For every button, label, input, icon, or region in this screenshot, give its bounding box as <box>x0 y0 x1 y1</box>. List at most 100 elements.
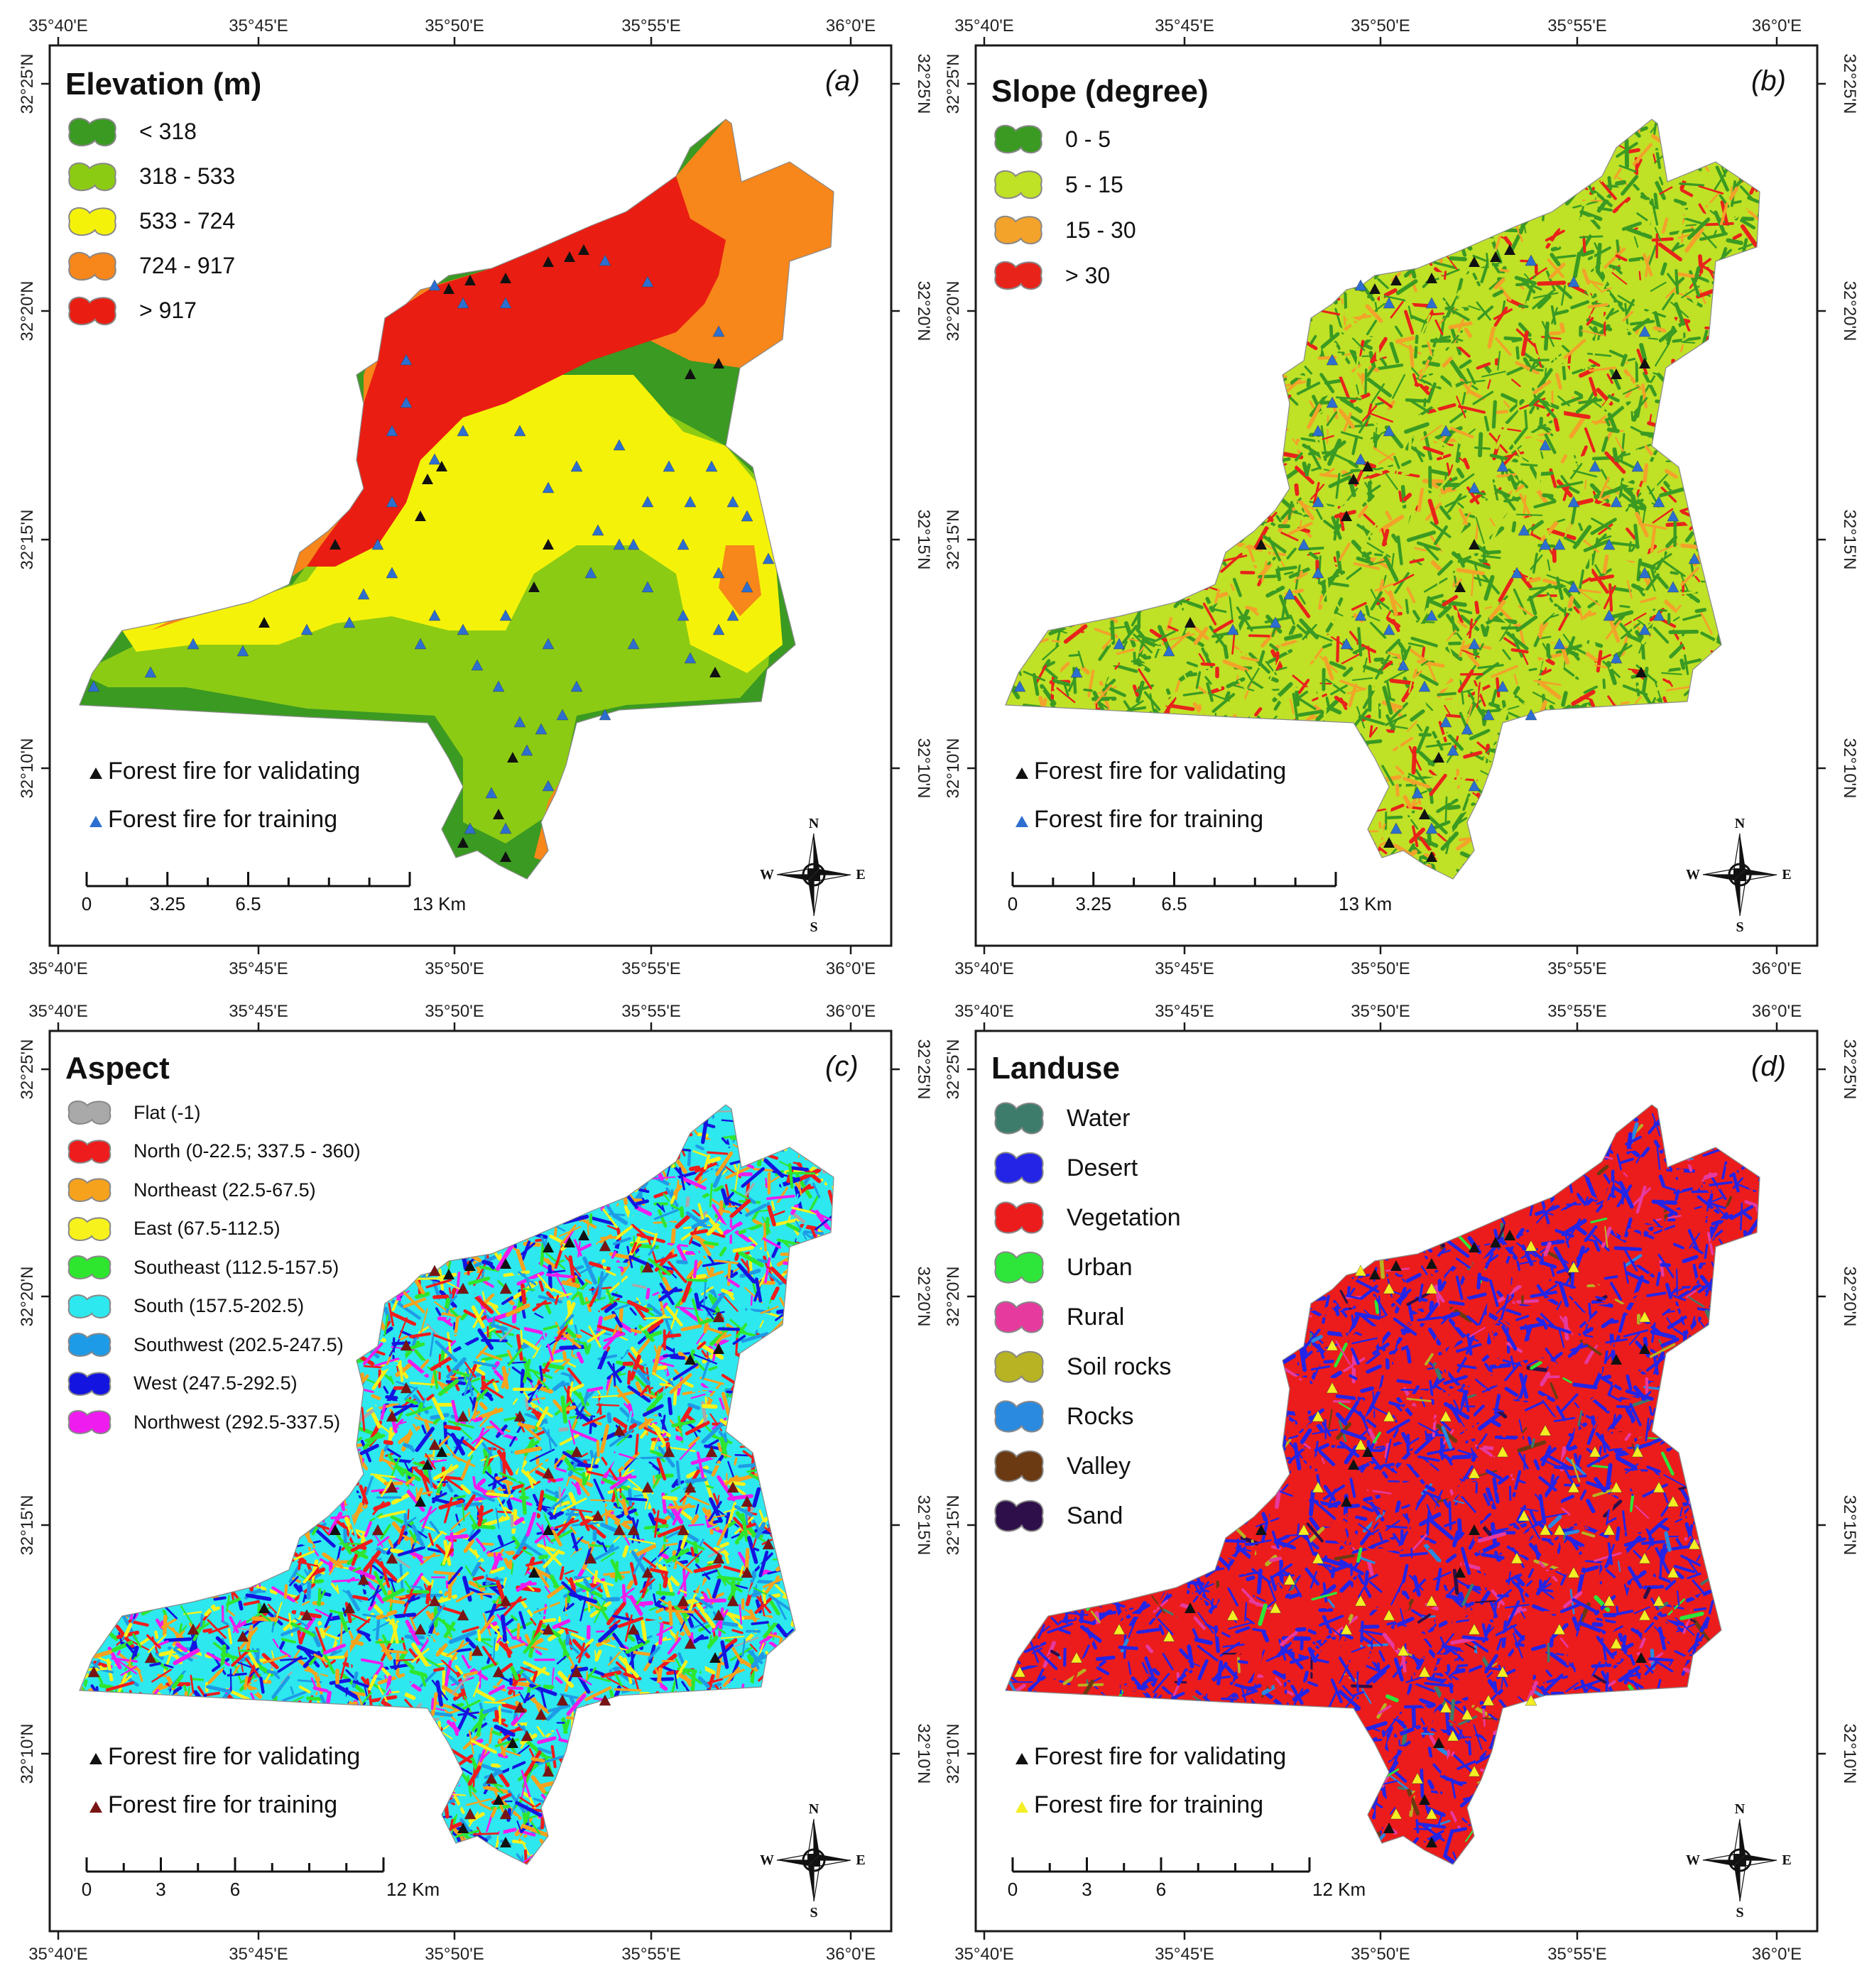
training-fire-point <box>1283 588 1296 600</box>
validating-fire-point <box>1256 539 1267 550</box>
training-fire-point <box>1439 1701 1452 1713</box>
training-fire-point <box>428 1438 441 1451</box>
fire-legend-training: Forest fire for training <box>984 1781 1286 1829</box>
scale-tick-label: 3 <box>1082 1879 1091 1900</box>
lon-label-top: 36°0'E <box>1752 1002 1802 1021</box>
legend-item: 5 - 15 <box>991 162 1209 207</box>
legend-item: Water <box>991 1093 1181 1143</box>
training-fire-point <box>1383 425 1395 437</box>
validating-fire-point <box>543 539 554 550</box>
training-fire-point <box>1589 460 1601 472</box>
validating-fire-point <box>578 244 589 255</box>
validating-fire-point <box>443 283 454 294</box>
training-fire-point <box>1070 1651 1083 1664</box>
training-fire-point <box>1468 638 1481 650</box>
training-fire-point <box>584 567 597 579</box>
training-fire-point <box>599 1694 611 1706</box>
training-fire-point <box>677 538 690 550</box>
training-fire-point <box>1013 680 1026 692</box>
north-arrow-icon: N S E W <box>1686 1801 1792 1921</box>
validating-fire-point <box>685 1354 696 1365</box>
training-fire-point <box>1652 1595 1665 1607</box>
training-fire-point <box>1688 552 1701 564</box>
scale-tick-label: 6.5 <box>235 893 261 914</box>
training-fire-point <box>1638 1552 1651 1564</box>
training-fire-point <box>570 680 583 692</box>
legend-label: Southeast (112.5-157.5) <box>134 1256 339 1278</box>
scale-tick-label: 3 <box>156 1879 165 1900</box>
validating-fire-point <box>330 539 341 550</box>
validating-fire-point <box>457 1823 469 1833</box>
training-fire-point <box>663 460 675 472</box>
compass-label-e: E <box>856 1852 865 1868</box>
training-fire-point <box>684 1481 697 1493</box>
validating-fire-point <box>493 809 504 819</box>
training-fire-point <box>542 1765 555 1777</box>
training-fire-point <box>1482 1694 1495 1706</box>
lon-label-bottom: 36°0'E <box>1752 1945 1802 1964</box>
training-fire-point <box>542 638 555 650</box>
fire-points <box>1013 244 1701 862</box>
training-fire-point <box>1425 609 1438 621</box>
lat-label-right: 32°25'N <box>914 1039 933 1100</box>
training-fire-point <box>1162 1630 1175 1642</box>
validating-fire-point <box>564 1237 575 1247</box>
training-fire-point <box>1439 1410 1452 1422</box>
validating-fire-point <box>1433 752 1444 763</box>
training-fire-point <box>712 1609 725 1621</box>
training-fire-point <box>457 425 469 437</box>
compass-label-e: E <box>856 867 865 883</box>
legend-swatch <box>991 1497 1047 1535</box>
training-fire-point <box>570 1666 583 1678</box>
lon-label-top: 35°50'E <box>1351 16 1410 36</box>
validating-fire-point <box>500 1258 511 1269</box>
fire-points <box>1013 1230 1701 1847</box>
legend-label: 724 - 917 <box>139 253 236 278</box>
fire-legend-validating: Forest fire for validating <box>58 1732 360 1781</box>
training-fire-point <box>1638 1311 1651 1323</box>
lat-label-left: 32°20'N <box>18 281 37 342</box>
training-fire-point <box>1539 1524 1552 1536</box>
validating-fire-point <box>1469 1524 1480 1535</box>
scale-tick-label: 0 <box>1008 1879 1018 1900</box>
training-fire-point <box>1312 1552 1324 1564</box>
training-fire-point <box>1383 1410 1395 1422</box>
legend-title: Landuse <box>991 1051 1120 1086</box>
legend-label: Rocks <box>1067 1402 1134 1430</box>
legend-swatch <box>991 122 1045 156</box>
training-fire-point <box>1312 1410 1324 1422</box>
triangle-icon <box>984 1743 1034 1771</box>
lon-label-top: 35°55'E <box>621 16 681 36</box>
training-fire-point <box>627 1524 640 1536</box>
north-arrow-icon: N S E W <box>760 1801 866 1921</box>
lon-label-bottom: 35°45'E <box>229 1945 288 1964</box>
legend-item: Northwest (292.5-337.5) <box>65 1403 361 1442</box>
compass-label-s: S <box>1736 1905 1743 1921</box>
validating-fire-point <box>415 1496 426 1507</box>
validating-fire-point <box>1611 1354 1622 1365</box>
triangle-icon <box>984 1791 1034 1819</box>
training-fire-point <box>400 354 413 366</box>
training-fire-point <box>1326 354 1339 366</box>
legend-label: Rural <box>1067 1303 1125 1331</box>
training-fire-point <box>684 496 697 508</box>
validating-fire-point <box>1635 1652 1647 1663</box>
training-fire-point <box>570 460 583 472</box>
compass-label-s: S <box>810 1905 817 1921</box>
training-fire-point <box>1567 1481 1580 1493</box>
fire-points <box>87 244 775 862</box>
training-fire-point <box>1496 460 1509 472</box>
lat-label-left: 32°10'N <box>944 1724 963 1784</box>
training-fire-point <box>414 638 427 650</box>
lon-label-bottom: 36°0'E <box>1752 959 1802 978</box>
training-fire-point <box>1425 1595 1438 1607</box>
legend-item: North (0-22.5; 337.5 - 360) <box>65 1132 361 1172</box>
training-fire-point <box>1447 1730 1459 1742</box>
validating-fire-point <box>1469 256 1480 267</box>
legend-swatch <box>991 1149 1047 1187</box>
training-fire-point <box>712 1311 725 1323</box>
scale-tick-label: 6 <box>230 1879 240 1900</box>
fire-legend-label: Forest fire for validating <box>108 757 361 785</box>
compass-label-n: N <box>1735 1801 1746 1817</box>
training-fire-point <box>1610 1481 1623 1493</box>
